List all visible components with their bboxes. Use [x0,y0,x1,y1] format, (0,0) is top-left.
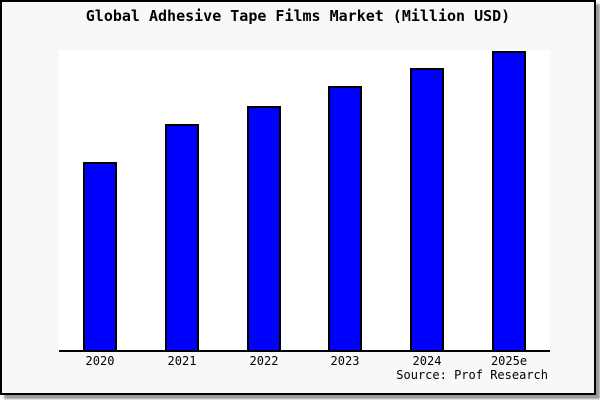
bar-2020 [83,162,117,350]
bar-2023 [328,86,362,350]
x-tick-label-2021: 2021 [167,354,197,368]
x-tick-label-2025e: 2025e [490,354,528,368]
x-tick-label-2020: 2020 [85,354,115,368]
bar-2024 [410,68,444,350]
chart-title: Global Adhesive Tape Films Market (Milli… [85,7,511,25]
x-axis-line [59,350,550,352]
bar-2022 [247,106,281,350]
bar-2025e [492,51,526,350]
plot-area [59,50,550,352]
x-tick-label-2022: 2022 [249,354,279,368]
x-tick-label-2024: 2024 [412,354,442,368]
bar-2021 [165,124,199,350]
source-credit: Source: Prof Research [396,368,548,382]
x-tick-label-2023: 2023 [330,354,360,368]
